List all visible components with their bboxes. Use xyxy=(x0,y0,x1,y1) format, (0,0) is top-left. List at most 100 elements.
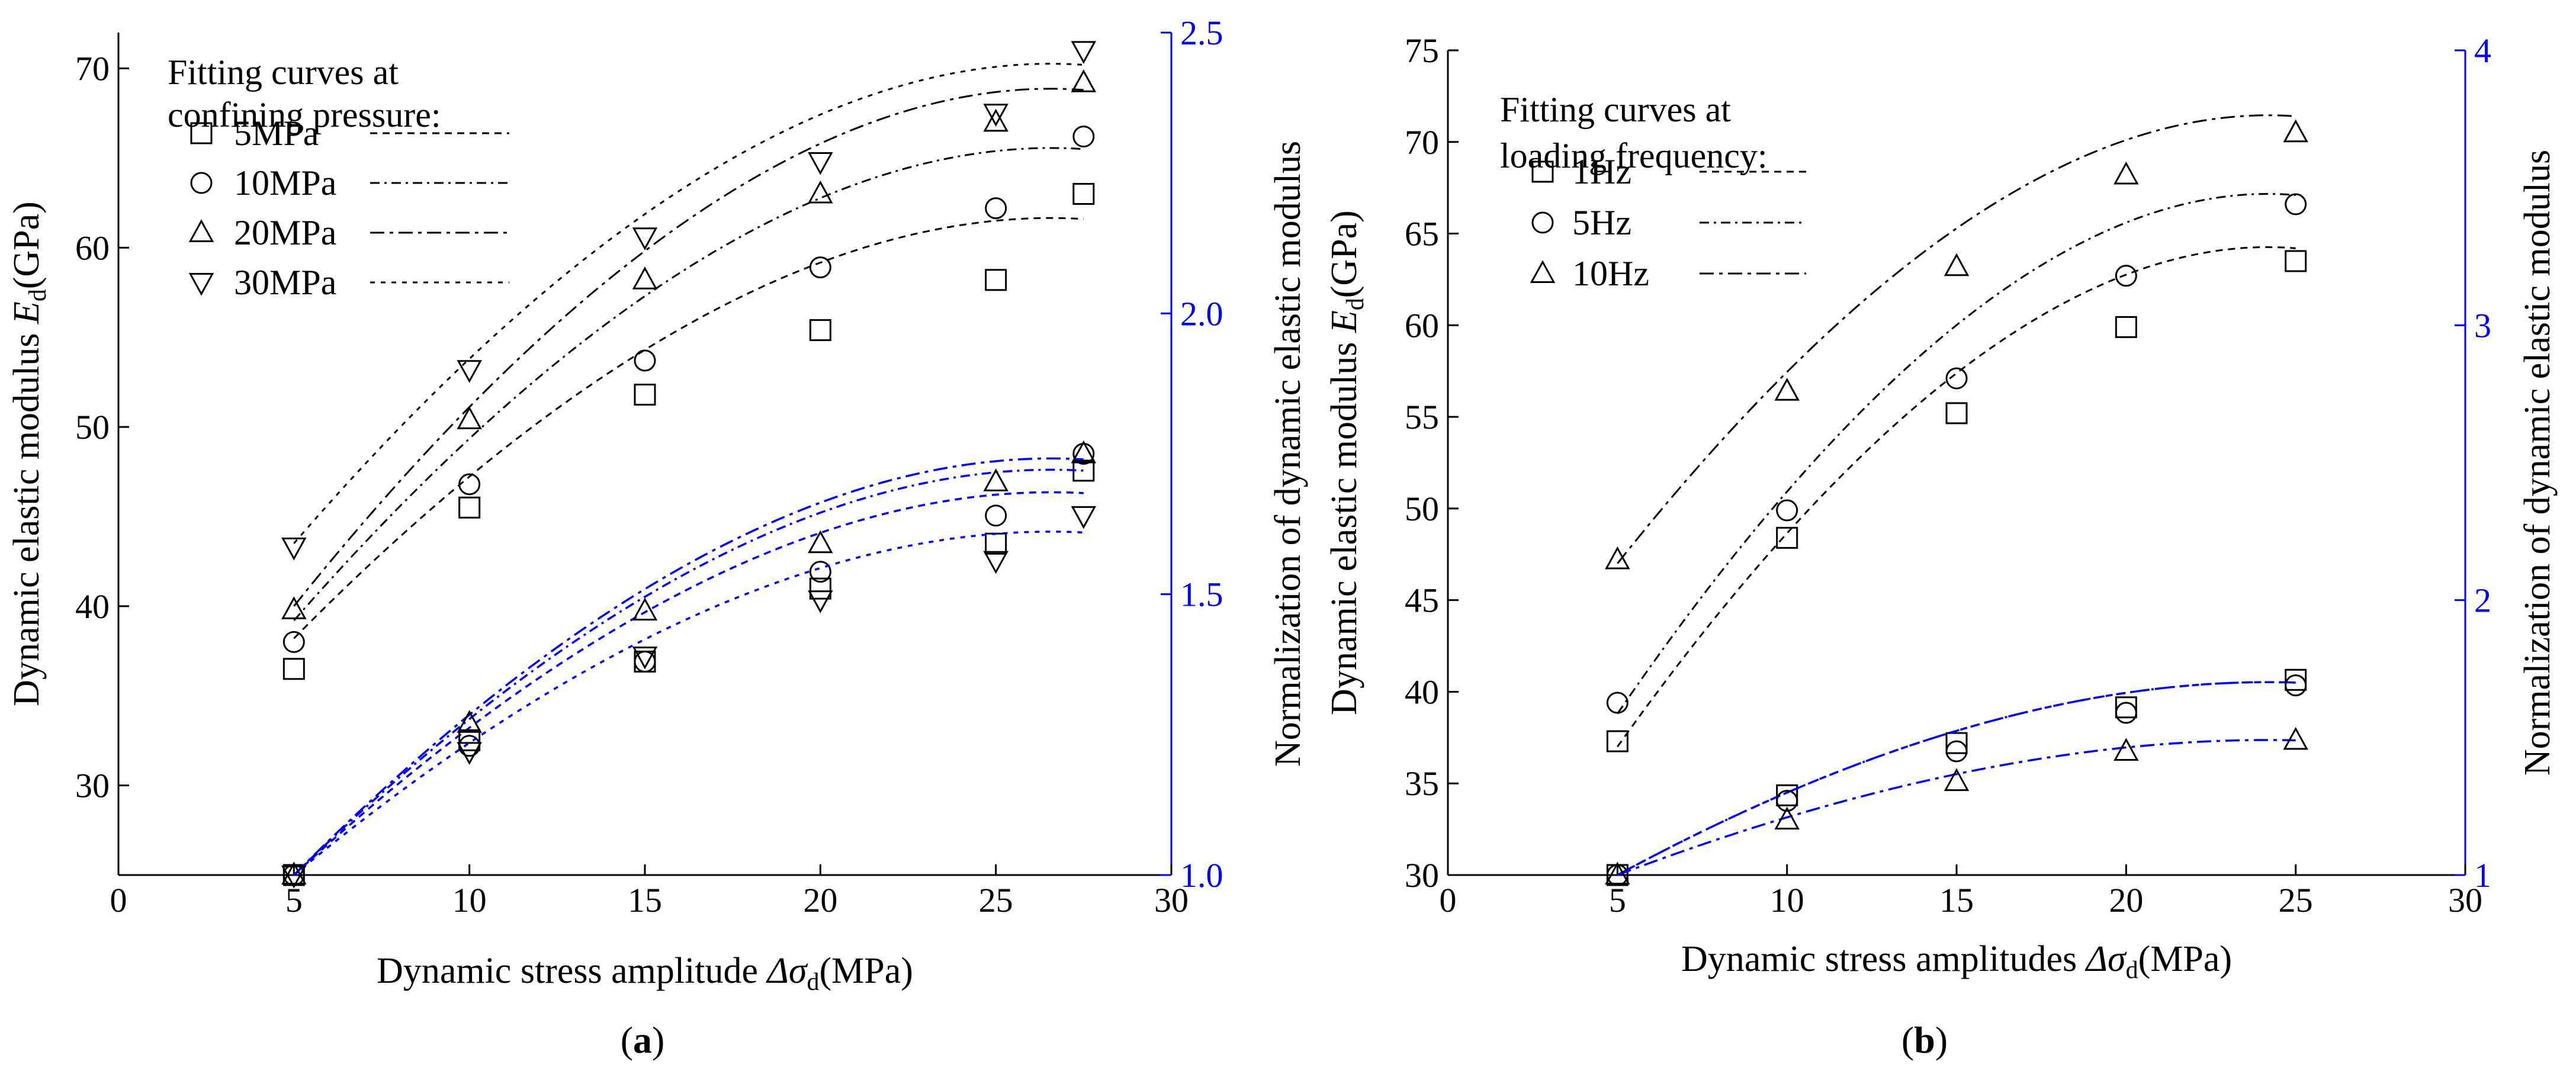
norm-point-30MPa xyxy=(808,590,833,613)
y-tick-label: 45 xyxy=(1405,581,1439,620)
x-tick-label: 20 xyxy=(803,881,837,919)
data-point-10MPa xyxy=(809,256,831,279)
legend-title: confining pressure: xyxy=(168,95,441,134)
data-point-5MPa xyxy=(634,384,656,406)
norm-point-10MPa xyxy=(809,561,831,583)
data-point-10MPa xyxy=(634,349,656,372)
y-tick-label: 60 xyxy=(1405,306,1439,345)
norm-fit-curve-5MPa xyxy=(293,491,1084,876)
y-tick-label: 30 xyxy=(75,767,110,805)
panel-label-b: (b) xyxy=(1902,1019,1948,1061)
y2-tick-label: 2.0 xyxy=(1180,294,1223,333)
legend-label-10MPa: 10MPa xyxy=(234,163,336,202)
norm-point-20MPa xyxy=(457,710,482,733)
norm-point-5MPa xyxy=(985,532,1007,555)
data-point-5Hz xyxy=(2285,193,2307,216)
norm-point-5Hz xyxy=(1945,740,1968,763)
data-point-1Hz xyxy=(1776,526,1798,549)
x-tick-label: 10 xyxy=(1770,881,1804,919)
data-point-10Hz xyxy=(1774,378,1800,401)
x-tick-label: 15 xyxy=(628,881,662,919)
norm-point-1Hz xyxy=(1776,784,1798,806)
data-point-20MPa xyxy=(457,406,482,429)
data-point-20MPa xyxy=(632,266,658,290)
data-point-10Hz xyxy=(2114,161,2139,185)
legend-marker-5Hz xyxy=(1531,211,1554,234)
y-tick-label: 70 xyxy=(75,50,110,88)
norm-point-30MPa xyxy=(632,647,658,670)
legend-label-5Hz: 5Hz xyxy=(1572,203,1631,242)
fit-curve-20MPa xyxy=(293,88,1084,607)
data-point-5Hz xyxy=(2115,265,2137,287)
norm-fit-curve-1Hz xyxy=(1617,681,2296,876)
x-tick-label: 30 xyxy=(2448,881,2482,919)
norm-point-10MPa xyxy=(634,651,656,673)
y2-axis-title: Normalization of dynamic elastic modulus xyxy=(2517,150,2558,776)
data-point-10Hz xyxy=(1944,253,1970,276)
data-point-10MPa xyxy=(282,631,305,653)
norm-point-1Hz xyxy=(2115,696,2137,719)
norm-point-20MPa xyxy=(1071,440,1097,464)
norm-point-10Hz xyxy=(1944,768,1970,792)
norm-fit-curve-5Hz xyxy=(1617,681,2296,876)
norm-point-1Hz xyxy=(1945,732,1968,754)
legend-marker-30MPa xyxy=(188,273,214,296)
norm-point-10Hz xyxy=(1774,806,1800,830)
norm-point-5Hz xyxy=(1776,790,1798,812)
data-point-10MPa xyxy=(1072,126,1095,148)
y-tick-label: 40 xyxy=(1405,673,1439,711)
legend-title: Fitting curves at xyxy=(168,53,399,92)
y-axis-title: Dynamic elastic modulus Ed(GPa) xyxy=(1324,210,1369,715)
y2-tick-label: 4 xyxy=(2474,31,2491,70)
panel-a: 0 5 10 15 20 25 3030405060701.01.52.02.5Dynami… xyxy=(7,14,1308,996)
norm-point-10Hz xyxy=(1605,861,1630,885)
fit-curve-10Hz xyxy=(1617,114,2296,564)
data-point-5Hz xyxy=(1606,692,1629,714)
legend-marker-20MPa xyxy=(188,219,214,242)
data-point-20MPa xyxy=(983,108,1008,132)
y-tick-label: 50 xyxy=(75,408,110,446)
data-point-1Hz xyxy=(1945,402,1968,424)
legend-marker-10MPa xyxy=(190,172,213,194)
panel-label-a: (a) xyxy=(621,1019,665,1061)
data-point-10Hz xyxy=(1605,546,1630,570)
x-tick-label: 20 xyxy=(2109,881,2143,919)
norm-point-30MPa xyxy=(281,866,307,889)
x-tick-label: 25 xyxy=(979,881,1013,919)
norm-point-5Hz xyxy=(2115,702,2137,724)
y-tick-label: 75 xyxy=(1405,31,1439,70)
norm-point-30MPa xyxy=(983,551,1008,574)
norm-point-20MPa xyxy=(983,468,1008,491)
norm-point-5MPa xyxy=(809,577,831,600)
norm-fit-curve-10MPa xyxy=(293,468,1084,876)
x-tick-label: 15 xyxy=(1939,881,1974,919)
x-axis-title: Dynamic stress amplitude Δσd(MPa) xyxy=(377,951,913,996)
data-point-20MPa xyxy=(281,596,307,619)
y2-tick-label: 3 xyxy=(2474,306,2491,345)
norm-fit-curve-20MPa xyxy=(293,457,1084,876)
x-tick-label: 30 xyxy=(1154,881,1189,919)
y2-axis-title: Normalization of dynamic elastic modulus xyxy=(1268,141,1308,767)
legend-title: Fitting curves at xyxy=(1500,90,1731,129)
norm-point-20MPa xyxy=(632,597,658,621)
data-point-5MPa xyxy=(1072,182,1095,205)
norm-point-20MPa xyxy=(281,861,307,885)
y2-tick-label: 2 xyxy=(2474,581,2491,620)
y2-tick-label: 2.5 xyxy=(1180,14,1223,52)
legend-label-20MPa: 20MPa xyxy=(234,213,336,252)
panel-b: 0 5 10 15 20 25 30 30 35 40 45 50 55 60 65 70 75 1 2 3 4 Dyna… xyxy=(1324,31,2558,984)
norm-point-30MPa xyxy=(457,742,482,765)
x-tick-label: 5 xyxy=(1609,881,1626,919)
legend-label-1Hz: 1Hz xyxy=(1572,152,1631,191)
data-point-20MPa xyxy=(1071,69,1097,92)
fit-curve-10MPa xyxy=(293,147,1084,622)
norm-fit-curve-30MPa xyxy=(293,530,1084,876)
norm-fit-curve-10Hz xyxy=(1617,739,2296,876)
data-point-5MPa xyxy=(458,496,481,519)
y-axis-title: Dynamic elastic modulus Ed(GPa) xyxy=(7,201,52,706)
data-point-20MPa xyxy=(808,180,833,204)
fit-curve-5Hz xyxy=(1617,193,2296,715)
x-tick-label: 10 xyxy=(452,881,487,919)
legend-marker-10Hz xyxy=(1530,260,1556,283)
